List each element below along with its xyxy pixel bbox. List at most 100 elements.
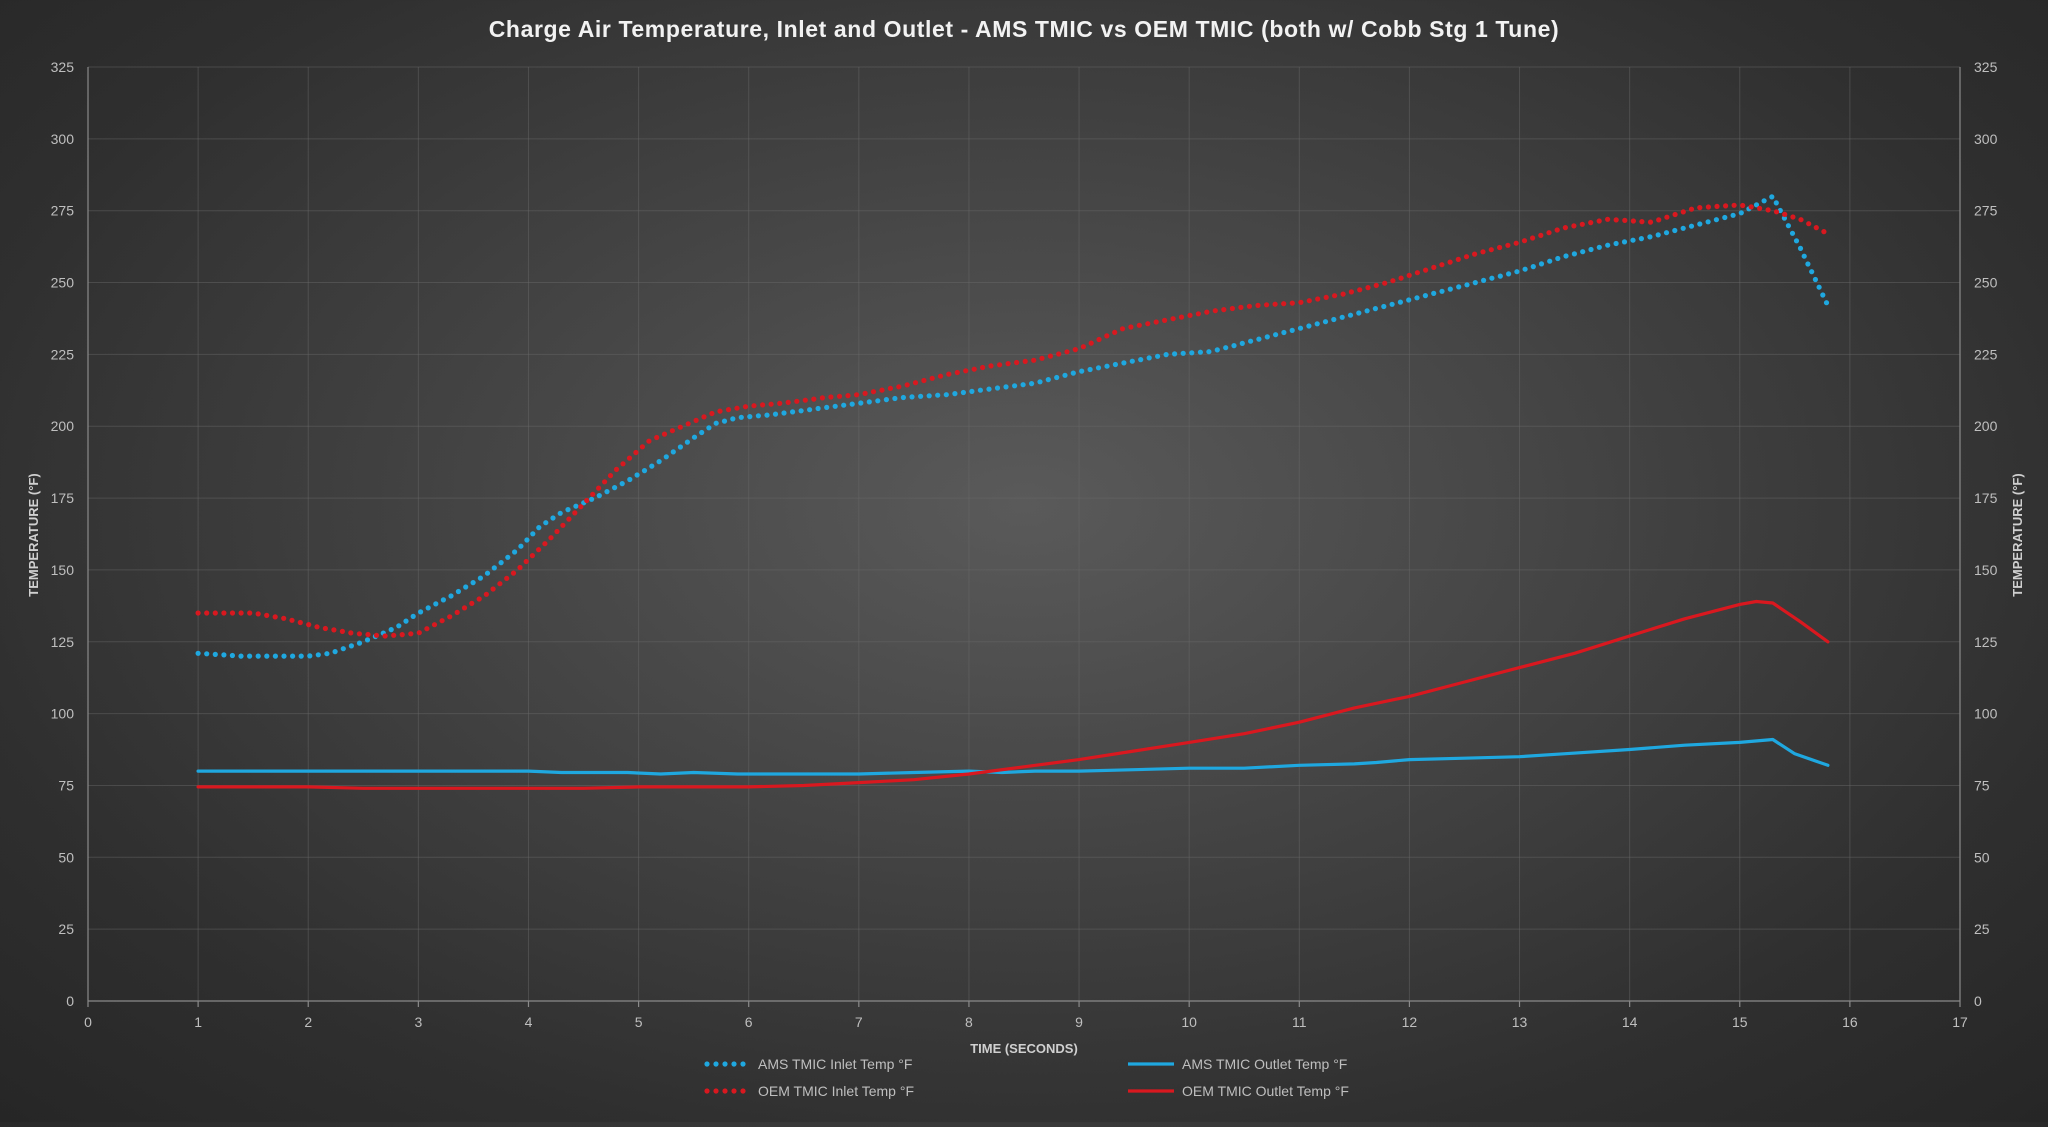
series-point bbox=[677, 424, 683, 430]
series-point bbox=[1180, 350, 1186, 356]
series-point bbox=[1037, 379, 1043, 385]
series-point bbox=[1357, 287, 1363, 293]
series-point bbox=[1121, 360, 1127, 366]
series-point bbox=[811, 396, 817, 402]
grid-layer bbox=[87, 66, 1961, 1002]
series-point bbox=[483, 591, 489, 597]
series-point bbox=[510, 570, 517, 576]
series-point bbox=[1538, 232, 1544, 238]
series-point bbox=[324, 651, 330, 657]
series-point bbox=[1281, 329, 1287, 336]
series-point bbox=[626, 455, 633, 461]
series-point bbox=[229, 610, 236, 616]
series-point bbox=[1297, 325, 1304, 331]
series-point bbox=[1547, 258, 1553, 264]
series-point bbox=[1790, 214, 1796, 220]
series-point bbox=[1281, 301, 1287, 307]
series-point bbox=[1119, 326, 1126, 332]
series-point bbox=[654, 434, 660, 441]
series-point bbox=[536, 525, 542, 531]
series-point bbox=[1095, 365, 1102, 371]
series-point bbox=[764, 412, 770, 418]
series-point bbox=[639, 444, 646, 450]
series-point bbox=[1753, 202, 1760, 208]
series-point bbox=[1129, 358, 1135, 364]
series-point bbox=[738, 414, 744, 420]
legend-swatch-dot bbox=[731, 1061, 737, 1067]
series-point bbox=[1713, 217, 1719, 223]
series-point bbox=[365, 631, 371, 638]
series-point bbox=[952, 391, 958, 397]
series-point bbox=[1765, 207, 1771, 213]
series-point bbox=[332, 649, 338, 655]
series-point bbox=[772, 411, 779, 417]
series-point bbox=[1273, 332, 1279, 338]
series-point bbox=[590, 491, 596, 497]
series-point bbox=[272, 653, 278, 659]
series-point bbox=[815, 405, 821, 412]
series-point bbox=[1189, 350, 1195, 356]
series-point bbox=[969, 388, 975, 394]
series-point bbox=[1730, 212, 1736, 218]
series-point bbox=[1588, 220, 1594, 226]
series-point bbox=[1546, 230, 1552, 236]
series-point bbox=[1231, 343, 1237, 349]
y-tick-label-right: 325 bbox=[1974, 59, 1998, 75]
series-point bbox=[476, 596, 482, 602]
series-point bbox=[1672, 227, 1678, 234]
series-point bbox=[550, 515, 556, 521]
series-point bbox=[511, 549, 518, 555]
series-point bbox=[1080, 344, 1086, 350]
x-tick-label: 4 bbox=[525, 1014, 533, 1030]
series-point bbox=[221, 610, 227, 616]
y-tick-label-left: 25 bbox=[58, 921, 74, 937]
series-point bbox=[1630, 237, 1636, 243]
series-point bbox=[578, 504, 584, 510]
series-point bbox=[1221, 307, 1227, 313]
series-point bbox=[297, 619, 303, 626]
series-point bbox=[709, 410, 715, 417]
series-point bbox=[517, 564, 523, 571]
series-point bbox=[613, 466, 620, 472]
series-point bbox=[1298, 299, 1304, 305]
series-point bbox=[1555, 255, 1561, 262]
series-point bbox=[306, 622, 312, 628]
series-point bbox=[418, 609, 424, 615]
series-point bbox=[1680, 209, 1686, 215]
series-point bbox=[1757, 205, 1763, 211]
series-oem-tmic-outlet-temp-f bbox=[196, 599, 1830, 790]
series-point bbox=[281, 615, 287, 621]
series-point bbox=[1769, 194, 1775, 200]
series-point bbox=[1579, 221, 1585, 227]
series-point bbox=[290, 653, 296, 659]
series-point bbox=[1697, 221, 1703, 227]
series-point bbox=[1014, 359, 1020, 366]
series-point bbox=[1314, 321, 1320, 327]
y-axis-label-right: TEMPERATURE (°F) bbox=[2010, 473, 2025, 596]
series-point bbox=[1530, 235, 1536, 241]
y-tick-label-right: 25 bbox=[1974, 921, 1990, 937]
series-point bbox=[548, 535, 554, 541]
series-point bbox=[1613, 240, 1619, 247]
series-point bbox=[1206, 349, 1212, 355]
y-tick-label-left: 325 bbox=[51, 59, 75, 75]
series-point bbox=[854, 392, 860, 398]
series-point bbox=[212, 610, 218, 616]
series-point bbox=[819, 395, 826, 401]
series-point bbox=[1439, 262, 1445, 268]
y-tick-label-right: 250 bbox=[1974, 275, 1998, 291]
series-point bbox=[408, 631, 414, 637]
series-point bbox=[1414, 270, 1420, 276]
series-point bbox=[1480, 249, 1486, 255]
series-point bbox=[315, 652, 321, 658]
x-tick-label: 12 bbox=[1402, 1014, 1418, 1030]
series-point bbox=[1423, 267, 1429, 273]
series-oem-tmic-inlet-temp-f bbox=[195, 202, 1827, 639]
x-tick-label: 1 bbox=[194, 1014, 202, 1030]
series-point bbox=[1096, 336, 1102, 343]
series-point bbox=[1212, 308, 1218, 314]
y-tick-label-left: 125 bbox=[51, 634, 75, 650]
series-point bbox=[399, 632, 405, 638]
series-point bbox=[1315, 296, 1321, 302]
